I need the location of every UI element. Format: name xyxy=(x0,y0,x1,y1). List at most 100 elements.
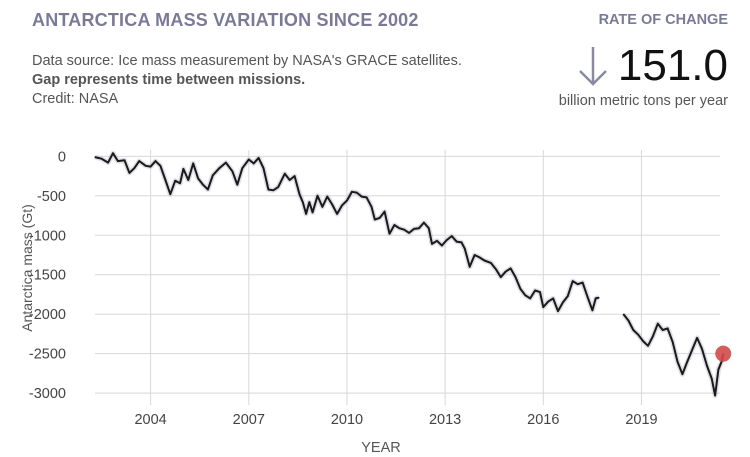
data-point xyxy=(94,156,96,158)
data-point xyxy=(672,341,674,343)
data-point xyxy=(326,196,328,198)
data-point xyxy=(308,201,310,203)
y-tick-label: -2500 xyxy=(29,347,66,363)
data-point xyxy=(133,167,135,169)
data-point xyxy=(714,394,716,397)
data-point xyxy=(495,268,497,270)
chart-title: ANTARCTICA MASS VARIATION SINCE 2002 xyxy=(32,10,419,30)
data-point xyxy=(187,179,189,181)
data-point xyxy=(706,364,708,367)
y-tick-label: -500 xyxy=(37,189,66,205)
data-point xyxy=(331,203,333,206)
data-point xyxy=(207,188,209,191)
data-point xyxy=(577,283,579,285)
data-point xyxy=(667,327,669,329)
data-point xyxy=(225,162,227,164)
x-tick-label: 2007 xyxy=(233,412,265,428)
data-point xyxy=(112,152,114,154)
data-point xyxy=(321,206,323,208)
data-point xyxy=(374,218,376,221)
data-point xyxy=(267,188,269,191)
data-point xyxy=(351,191,353,193)
data-point xyxy=(346,199,348,202)
data-point xyxy=(647,345,649,347)
data-point xyxy=(107,162,109,164)
data-point xyxy=(182,168,184,170)
data-point xyxy=(500,276,502,278)
data-point xyxy=(717,368,720,371)
data-point xyxy=(483,259,485,262)
source-line: Data source: Ice mass measurement by NAS… xyxy=(32,53,462,69)
data-point xyxy=(302,201,304,203)
data-point xyxy=(505,271,507,273)
data-point xyxy=(423,222,425,224)
rate-of-change-value: 151.0 xyxy=(617,41,728,90)
data-point xyxy=(253,162,255,164)
data-point xyxy=(572,280,574,282)
data-point xyxy=(547,301,549,303)
data-point xyxy=(159,165,161,167)
data-point xyxy=(356,192,358,194)
y-tick-label: 0 xyxy=(58,149,66,165)
data-point xyxy=(202,184,204,186)
data-point xyxy=(627,319,630,322)
data-point xyxy=(657,323,659,325)
data-point xyxy=(490,262,492,264)
data-point xyxy=(529,297,531,299)
data-point xyxy=(642,340,644,342)
data-point xyxy=(591,309,594,311)
data-point xyxy=(272,189,274,191)
data-point xyxy=(539,291,541,293)
x-axis-ticks: 2004 2007 2010 2013 2016 2019 xyxy=(134,412,657,428)
data-point xyxy=(441,244,443,247)
data-point xyxy=(622,313,625,315)
data-point xyxy=(361,196,363,198)
data-point xyxy=(218,167,220,169)
data-point xyxy=(117,160,119,162)
data-point xyxy=(294,175,296,177)
data-point xyxy=(436,240,438,242)
data-point xyxy=(567,295,569,297)
data-point xyxy=(248,158,250,161)
data-point xyxy=(662,329,664,331)
data-point xyxy=(154,160,157,162)
data-point xyxy=(413,228,415,230)
data-point xyxy=(446,239,448,241)
data-point xyxy=(701,348,703,350)
chart-grid xyxy=(95,150,720,405)
latest-data-point[interactable] xyxy=(715,345,732,362)
x-tick-label: 2013 xyxy=(429,412,461,428)
data-point xyxy=(428,227,430,229)
data-point xyxy=(510,267,512,269)
data-point xyxy=(542,306,544,308)
data-point xyxy=(519,288,522,290)
data-point xyxy=(192,162,194,164)
data-point xyxy=(169,193,171,195)
mass-series xyxy=(94,150,726,398)
data-point xyxy=(557,310,559,312)
data-point xyxy=(336,213,338,215)
data-point xyxy=(534,289,536,292)
data-point xyxy=(241,167,243,169)
y-tick-label: -1000 xyxy=(29,228,66,244)
data-point xyxy=(711,378,713,380)
data-point xyxy=(128,172,130,174)
x-tick-label: 2004 xyxy=(134,412,166,428)
data-point xyxy=(562,301,564,303)
data-point xyxy=(403,229,405,231)
data-source-note: Data source: Ice mass measurement by NAS… xyxy=(32,52,462,109)
data-point xyxy=(460,241,463,243)
data-point xyxy=(681,373,684,375)
x-axis-label: YEAR xyxy=(361,440,401,456)
data-point xyxy=(696,337,698,339)
data-point xyxy=(277,186,279,188)
data-point xyxy=(236,184,238,186)
data-point xyxy=(138,160,140,162)
data-point xyxy=(686,361,688,363)
data-point xyxy=(100,158,103,160)
x-tick-label: 2016 xyxy=(527,412,559,428)
rate-of-change-value-row: 151.0 xyxy=(576,40,728,92)
data-point xyxy=(514,276,517,278)
data-point xyxy=(284,173,286,175)
